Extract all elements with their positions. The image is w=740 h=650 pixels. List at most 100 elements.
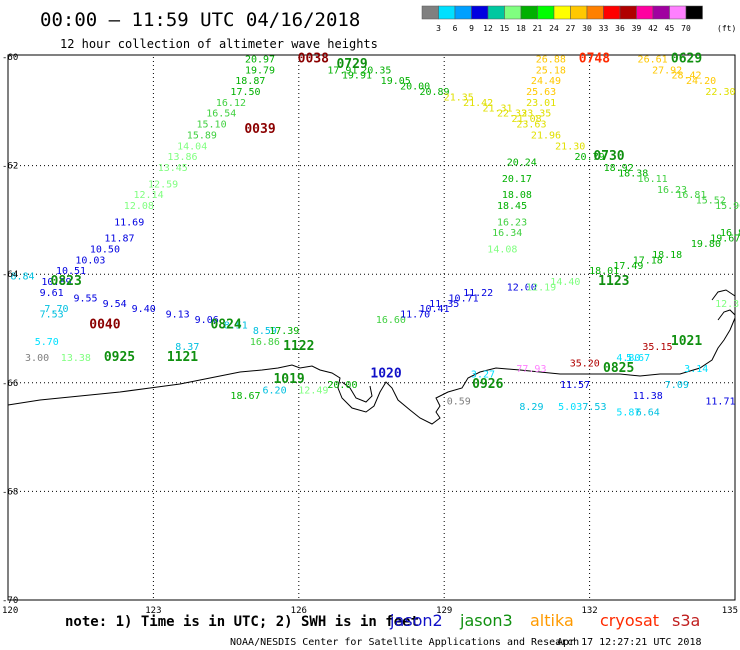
wave-height-label: 25.18 <box>536 65 566 76</box>
wave-height-label: 3.00 <box>25 353 49 364</box>
legend-unit: (ft) <box>717 24 736 33</box>
wave-height-label: 16.80 <box>720 228 740 239</box>
wave-height-label: 22.30 <box>705 87 735 98</box>
wave-height-label: 11.38 <box>633 391 663 402</box>
wave-height-label: 18.92 <box>604 163 634 174</box>
wave-height-label: 11.71 <box>705 397 735 408</box>
wave-height-label: 19.91 <box>342 71 372 82</box>
legend-threshold: 24 <box>549 24 559 33</box>
wave-height-label: 5.87 <box>616 407 640 418</box>
wave-height-label: 13.38 <box>61 353 91 364</box>
satellite-name: altika <box>530 611 574 630</box>
wave-height-label: 9.61 <box>40 288 64 299</box>
pass-time-label: 0926 <box>472 377 503 392</box>
satellite-name: jason3 <box>459 611 513 630</box>
wave-height-label: 16.60 <box>376 315 406 326</box>
legend-swatch <box>570 5 588 20</box>
wave-height-label: 12.31 <box>715 299 740 310</box>
wave-height-label: 14.04 <box>177 141 207 152</box>
wave-height-label: 12.49 <box>298 386 328 397</box>
wave-height-label: 21.31 <box>482 103 512 114</box>
x-tick-label: 126 <box>291 606 307 616</box>
pass-time-label: 1021 <box>671 334 702 349</box>
legend-swatch <box>652 5 670 20</box>
wave-height-label: 15.96 <box>715 201 740 212</box>
pass-time-label: 0823 <box>51 274 82 289</box>
wave-height-label: 12.59 <box>148 179 178 190</box>
wave-height-label: 3.27 <box>471 369 495 380</box>
pass-time-label: 0925 <box>104 350 135 365</box>
wave-height-label: 11.70 <box>400 310 430 321</box>
wave-height-label: 18.45 <box>497 201 527 212</box>
wave-height-label: 20.79 <box>575 152 605 163</box>
legend-swatch <box>669 5 687 20</box>
wave-height-label: 7.70 <box>44 304 68 315</box>
wave-height-label: 16.23 <box>657 185 687 196</box>
wave-height-label: 16.86 <box>250 337 280 348</box>
x-tick-label: 120 <box>2 606 18 616</box>
wave-height-label: 17.91 <box>327 65 357 76</box>
legend-swatch <box>537 5 555 20</box>
pass-time-label: 0730 <box>593 149 624 164</box>
pass-time-label: 0825 <box>603 361 634 376</box>
pass-time-label: 1020 <box>370 366 401 381</box>
wave-height-label: 5.03 <box>558 402 582 413</box>
wave-height-label: 11.22 <box>463 288 493 299</box>
wave-height-label: 20.97 <box>245 54 275 65</box>
wave-height-label: 10.41 <box>419 304 449 315</box>
wave-height-label: 20.24 <box>507 158 537 169</box>
legend-swatch <box>421 5 439 20</box>
altimeter-observations: 20.9719.7918.8717.5016.1216.5415.1015.89… <box>10 54 740 418</box>
wave-height-label: 16.23 <box>497 217 527 228</box>
satellite-name: cryosat <box>600 611 659 630</box>
wave-height-label: 35.20 <box>570 359 600 370</box>
wave-height-label: 17.39 <box>269 326 299 337</box>
wave-height-label: 11.57 <box>560 380 590 391</box>
wave-height-label: 77.93 <box>516 364 546 375</box>
wave-height-label: 23.35 <box>521 109 551 120</box>
wave-height-label: 7.09 <box>665 380 689 391</box>
satellite-legend: jason2 jason3 altika cryosat s3a <box>389 611 700 630</box>
antarctic-coastline <box>7 317 736 425</box>
x-tick-label: 129 <box>436 606 452 616</box>
wave-height-label: 16.12 <box>216 98 246 109</box>
x-tick-label: 135 <box>722 606 738 616</box>
wave-height-label: 16.11 <box>638 174 668 185</box>
wave-height-label: 19.67 <box>710 234 740 245</box>
y-tick-label: -62 <box>2 162 18 172</box>
satellite-name: s3a <box>672 611 700 630</box>
legend-swatch <box>504 5 522 20</box>
pass-time-label: 0038 <box>298 51 329 66</box>
wave-height-label: 16.34 <box>492 228 522 239</box>
wave-height-label: 7.53 <box>582 402 606 413</box>
wave-height-label: 24.49 <box>531 76 561 87</box>
wave-height-label: 9.40 <box>132 304 156 315</box>
legend-threshold: 21 <box>533 24 543 33</box>
pass-time-label: 1019 <box>273 372 304 387</box>
wave-height-label: 9.55 <box>73 293 97 304</box>
legend-swatch <box>454 5 472 20</box>
wave-height-label: 21.42 <box>463 98 493 109</box>
coastline-east-bay <box>711 289 736 321</box>
wave-height-label: 8.59 <box>253 326 277 337</box>
legend-swatch <box>685 5 703 20</box>
legend-threshold: 6 <box>453 24 458 33</box>
footer-timestamp: Apr 17 12:27:21 UTC 2018 <box>557 637 702 648</box>
y-tick-label: -60 <box>2 53 18 63</box>
wave-height-label: 21.08 <box>512 114 542 125</box>
wave-height-label: 7.53 <box>40 310 64 321</box>
pass-time-label: 1121 <box>167 350 198 365</box>
wave-height-label: 0.59 <box>447 397 471 408</box>
x-tick-label: 123 <box>145 606 161 616</box>
wave-height-label: 19.80 <box>691 239 721 250</box>
legend-threshold: 18 <box>516 24 526 33</box>
legend-threshold: 15 <box>500 24 510 33</box>
wave-height-label: 18.01 <box>589 266 619 277</box>
legend-swatch <box>553 5 571 20</box>
legend-threshold: 12 <box>483 24 493 33</box>
pass-time-label: 1122 <box>283 339 314 354</box>
wave-height-label: 4.80 <box>616 353 640 364</box>
wave-height-label: 10.03 <box>75 255 105 266</box>
wave-height-label: 16.54 <box>206 109 236 120</box>
